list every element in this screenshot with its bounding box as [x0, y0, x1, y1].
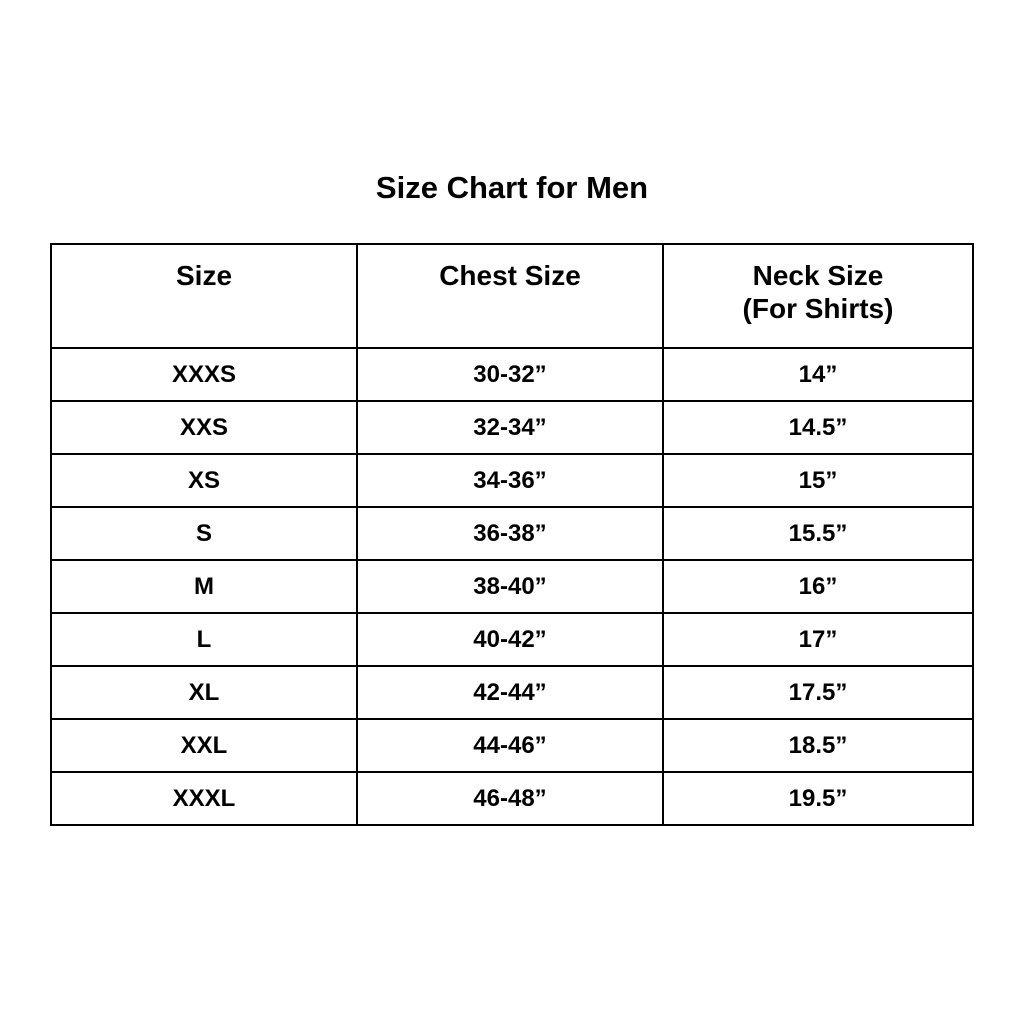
neck-cell: 15”	[662, 453, 974, 508]
chest-cell: 42-44”	[356, 665, 664, 720]
size-table-body: XXXS 30-32” 14” XXS 32-34” 14.5” XS 34-36” 15” S 3…	[50, 347, 974, 826]
table-row: XXS 32-34” 14.5”	[50, 400, 974, 455]
chest-cell: 44-46”	[356, 718, 664, 773]
column-header-chest: Chest Size	[356, 243, 664, 349]
neck-cell: 14.5”	[662, 400, 974, 455]
size-cell: XS	[50, 453, 358, 508]
table-row: L 40-42” 17”	[50, 612, 974, 667]
table-row: XS 34-36” 15”	[50, 453, 974, 508]
size-cell: XL	[50, 665, 358, 720]
chest-cell: 46-48”	[356, 771, 664, 826]
chest-cell: 36-38”	[356, 506, 664, 561]
size-cell: XXS	[50, 400, 358, 455]
neck-cell: 16”	[662, 559, 974, 614]
chest-cell: 30-32”	[356, 347, 664, 402]
table-row: XXL 44-46” 18.5”	[50, 718, 974, 773]
size-cell: L	[50, 612, 358, 667]
chest-cell: 32-34”	[356, 400, 664, 455]
table-row: XXXS 30-32” 14”	[50, 347, 974, 402]
table-row: XL 42-44” 17.5”	[50, 665, 974, 720]
table-row: XXXL 46-48” 19.5”	[50, 771, 974, 826]
size-cell: XXXS	[50, 347, 358, 402]
table-row: M 38-40” 16”	[50, 559, 974, 614]
size-cell: XXL	[50, 718, 358, 773]
column-header-size: Size	[50, 243, 358, 349]
neck-cell: 17.5”	[662, 665, 974, 720]
neck-cell: 17”	[662, 612, 974, 667]
neck-cell: 15.5”	[662, 506, 974, 561]
size-cell: XXXL	[50, 771, 358, 826]
neck-cell: 18.5”	[662, 718, 974, 773]
column-header-neck-label-line1: Neck Size	[752, 260, 884, 291]
size-cell: S	[50, 506, 358, 561]
table-row: S 36-38” 15.5”	[50, 506, 974, 561]
table-header: Size Chest Size Neck Size (For Shirts)	[50, 243, 974, 349]
size-cell: M	[50, 559, 358, 614]
column-header-chest-label: Chest Size	[439, 260, 581, 291]
size-chart-table: Size Chest Size Neck Size (For Shirts) X…	[50, 243, 974, 826]
chest-cell: 38-40”	[356, 559, 664, 614]
chest-cell: 34-36”	[356, 453, 664, 508]
neck-cell: 19.5”	[662, 771, 974, 826]
table-header-row: Size Chest Size Neck Size (For Shirts)	[50, 243, 974, 349]
column-header-size-label: Size	[175, 260, 233, 291]
page-title: Size Chart for Men	[375, 170, 649, 205]
neck-cell: 14”	[662, 347, 974, 402]
column-header-neck: Neck Size (For Shirts)	[662, 243, 974, 349]
chest-cell: 40-42”	[356, 612, 664, 667]
column-header-neck-label-line2: (For Shirts)	[742, 293, 894, 325]
